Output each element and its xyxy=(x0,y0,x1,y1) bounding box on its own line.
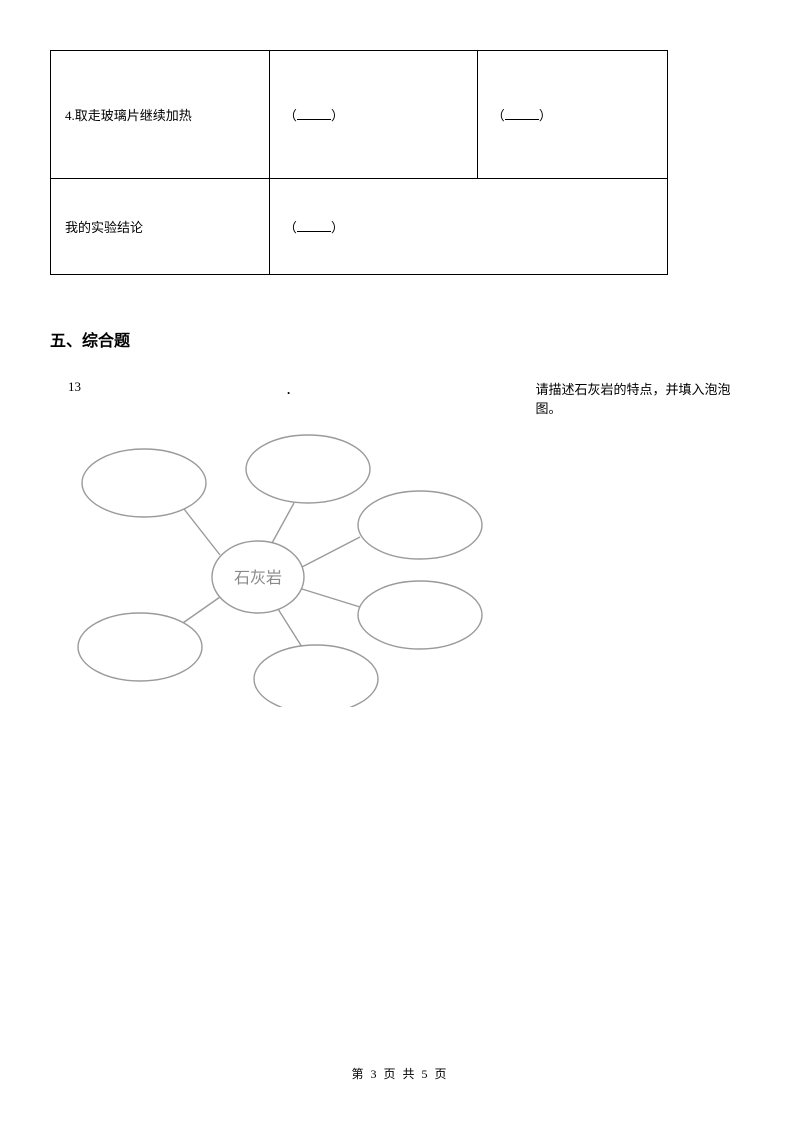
table-row: 我的实验结论 （） xyxy=(51,179,668,275)
experiment-table: 4.取走玻璃片继续加热 （） （） 我的实验结论 （） xyxy=(50,50,668,275)
spacer: ． xyxy=(95,379,305,417)
question-13: 13 ． 请描述石灰岩的特点，并填入泡泡图。 xyxy=(48,379,752,417)
section-title: 五、综合题 xyxy=(50,327,752,351)
question-text: 请描述石灰岩的特点，并填入泡泡图。 xyxy=(535,379,752,417)
fill-blank[interactable] xyxy=(505,108,539,120)
paren-close: ） xyxy=(331,108,344,123)
cell-text: 我的实验结论 xyxy=(65,220,143,235)
footer-suffix: 页 xyxy=(430,1067,449,1081)
svg-text:石灰岩: 石灰岩 xyxy=(234,569,282,587)
question-dot: ． xyxy=(285,379,298,398)
cell-conclusion-label: 我的实验结论 xyxy=(51,179,270,275)
fill-blank[interactable] xyxy=(297,108,331,120)
bubble-svg: 石灰岩 xyxy=(58,427,498,707)
paren-open: （ xyxy=(284,220,297,235)
table-row: 4.取走玻璃片继续加热 （） （） xyxy=(51,51,668,179)
question-number: 13 xyxy=(68,379,95,417)
footer-total: 5 xyxy=(422,1067,430,1081)
paren-open: （ xyxy=(284,108,297,123)
paren-close: ） xyxy=(331,220,344,235)
paren-open: （ xyxy=(492,108,505,123)
cell-conclusion-blank: （） xyxy=(269,179,667,275)
cell-blank-1: （） xyxy=(269,51,477,179)
footer-mid: 页 共 xyxy=(378,1067,421,1081)
paren-close: ） xyxy=(539,108,552,123)
footer-prefix: 第 xyxy=(351,1067,370,1081)
cell-text: 4.取走玻璃片继续加热 xyxy=(65,108,192,123)
bubble-diagram: 石灰岩 xyxy=(58,427,752,712)
cell-blank-2: （） xyxy=(477,51,667,179)
spacer xyxy=(305,379,535,417)
cell-step4: 4.取走玻璃片继续加热 xyxy=(51,51,270,179)
page-footer: 第 3 页 共 5 页 xyxy=(0,1065,800,1082)
page-content: 4.取走玻璃片继续加热 （） （） 我的实验结论 （） 五、综合题 13 ． 请… xyxy=(0,0,800,712)
fill-blank[interactable] xyxy=(297,220,331,232)
